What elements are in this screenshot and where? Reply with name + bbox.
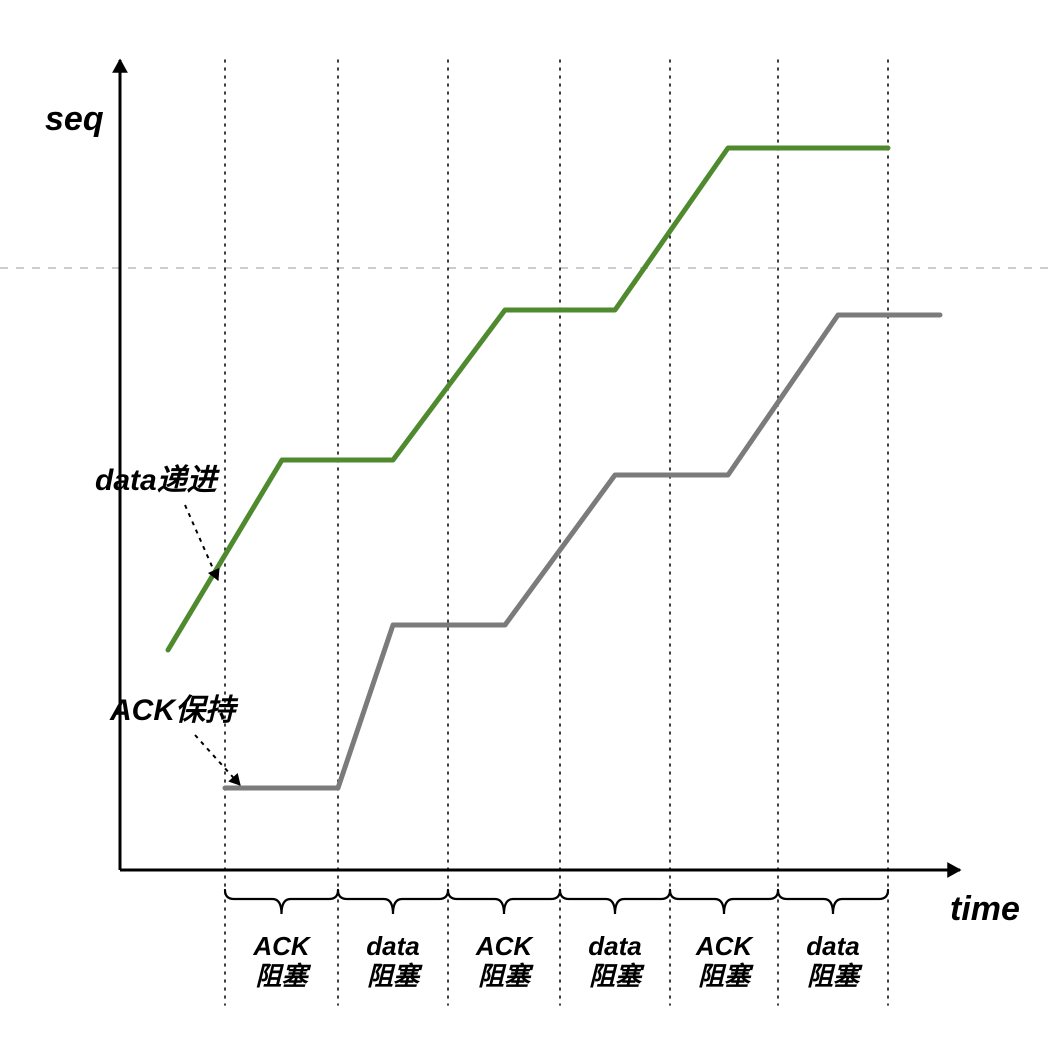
- diagram-svg: seqtimedata递进ACK保持ACK阻塞data阻塞ACK阻塞data阻塞…: [0, 0, 1048, 1052]
- brace-label-line2: 阻塞: [367, 961, 423, 991]
- brace-label-line2: 阻塞: [589, 961, 645, 991]
- brace-label-line2: 阻塞: [807, 961, 863, 991]
- y-axis-label: seq: [45, 100, 104, 138]
- gray-series-label: ACK保持: [109, 694, 239, 727]
- brace-label-line2: 阻塞: [478, 961, 534, 991]
- brace-label-line1: ACK: [475, 931, 535, 961]
- diagram-container: seqtimedata递进ACK保持ACK阻塞data阻塞ACK阻塞data阻塞…: [0, 0, 1048, 1052]
- brace-label-line1: ACK: [695, 931, 755, 961]
- brace-label-line1: data: [366, 931, 419, 961]
- green-series-label: data递进: [95, 464, 221, 497]
- brace-label-line1: data: [588, 931, 641, 961]
- brace-label-line1: data: [806, 931, 859, 961]
- x-axis-label: time: [950, 890, 1020, 928]
- brace-label-line1: ACK: [252, 931, 312, 961]
- brace-label-line2: 阻塞: [255, 961, 311, 991]
- brace-label-line2: 阻塞: [698, 961, 754, 991]
